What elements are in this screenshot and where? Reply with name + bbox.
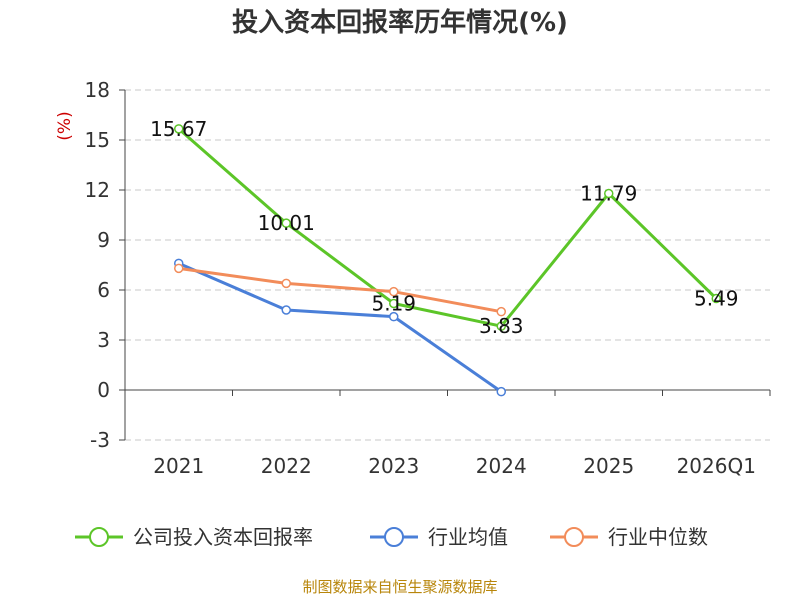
x-tick-label: 2025 (583, 454, 634, 478)
data-point (604, 188, 614, 199)
legend-label: 公司投入资本回报率 (133, 525, 313, 549)
data-point (389, 311, 399, 322)
data-point (281, 218, 291, 228)
y-tick-label: 6 (97, 278, 110, 302)
x-tick-label: 2026Q1 (677, 454, 756, 478)
y-tick-label: 12 (85, 178, 110, 202)
y-tick-label: 0 (97, 378, 110, 402)
data-label: 11.79 (580, 182, 637, 206)
series-line-1 (177, 127, 718, 328)
data-point (174, 124, 184, 134)
data-label: 5.19 (371, 292, 416, 316)
data-point (389, 298, 399, 309)
legend-swatch-marker (89, 527, 109, 547)
x-tick-label: 2023 (368, 454, 419, 478)
grid-lines (125, 89, 770, 441)
x-tick-label: 2024 (476, 454, 527, 478)
y-axis-unit: (%) (55, 111, 75, 140)
y-tick-label: 15 (85, 128, 110, 152)
y-tick-label: 3 (97, 328, 110, 352)
x-tick-label: 2021 (153, 454, 204, 478)
series-lines (174, 124, 721, 397)
series-line-2 (178, 261, 503, 393)
data-label: 5.49 (694, 287, 739, 311)
legend-label: 行业中位数 (608, 525, 708, 549)
data-point (281, 278, 291, 289)
data-point (281, 305, 291, 315)
source-note: 制图数据来自恒生聚源数据库 (302, 578, 497, 596)
data-point (496, 386, 506, 397)
legend-label: 行业均值 (428, 525, 508, 549)
legend-swatch-marker (564, 527, 584, 547)
data-point (174, 263, 184, 274)
data-point (496, 306, 506, 317)
y-tick-label: 18 (85, 78, 110, 102)
chart-title: 投入资本回报率历年情况(%) (232, 7, 568, 38)
y-tick-label: -3 (90, 428, 110, 452)
y-tick-label: 9 (97, 228, 110, 252)
legend-swatch-marker (384, 527, 404, 547)
data-labels: 15.67 10.01 5.19 3.83 11.79 5.49 (150, 117, 738, 338)
data-label: 15.67 (150, 117, 207, 141)
series-line-3 (178, 266, 502, 314)
x-tick-label: 2022 (261, 454, 312, 478)
axes: -3 0 3 6 9 12 15 18 2021 2022 2023 2024 2025 2026Q1 (85, 78, 771, 478)
data-label: 10.01 (258, 211, 315, 235)
data-point (389, 286, 399, 297)
data-label: 3.83 (479, 314, 524, 338)
legend: 公司投入资本回报率 行业均值 行业中位数 (75, 525, 708, 549)
data-point (496, 321, 506, 331)
data-point (711, 293, 721, 304)
